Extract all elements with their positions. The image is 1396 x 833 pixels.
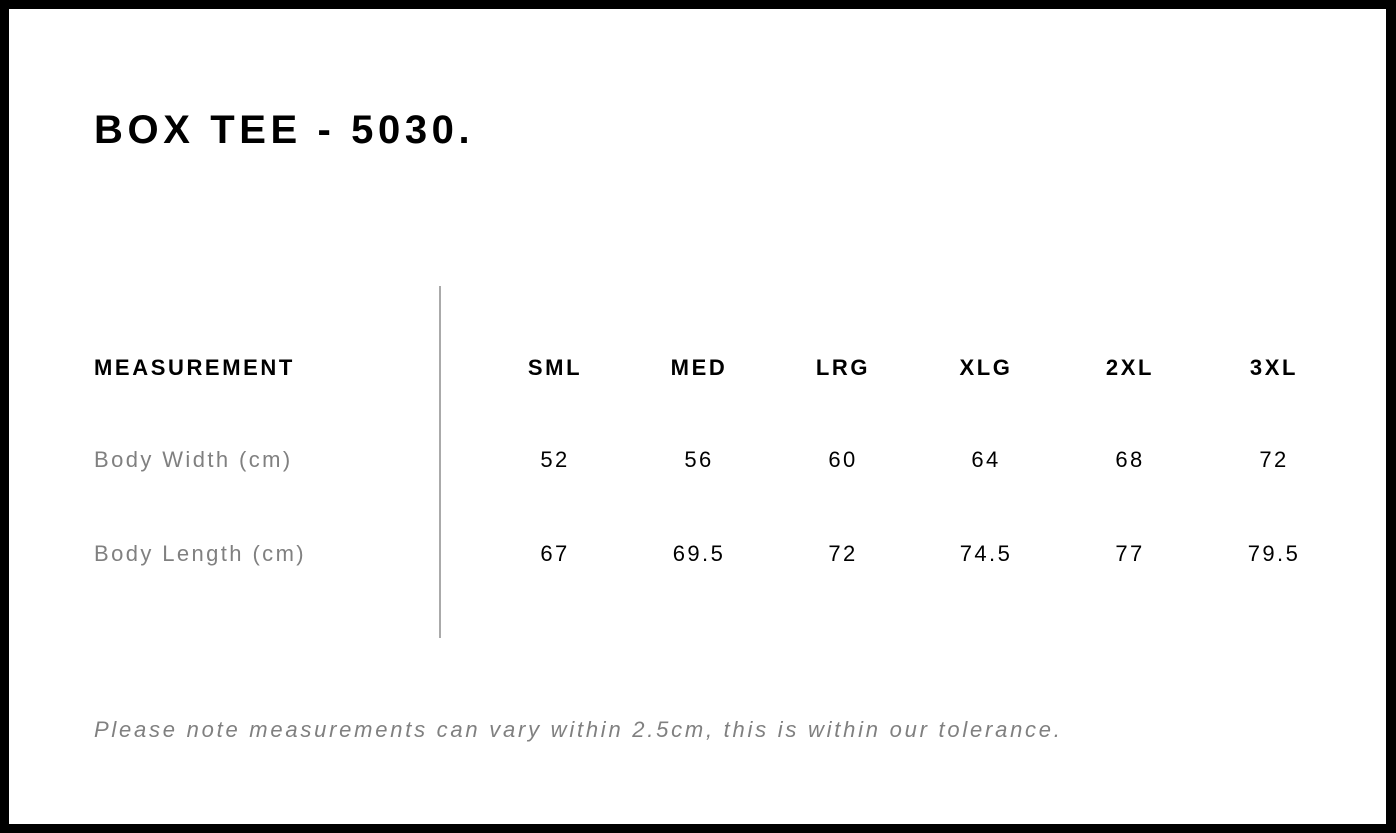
page-title: BOX TEE - 5030. xyxy=(94,108,475,152)
row-label-body-width: Body Width (cm) xyxy=(94,447,293,472)
table-cell: 79.5 xyxy=(1247,541,1301,566)
size-chart-card: BOX TEE - 5030. MEASUREMENT SML MED LRG XLG… xyxy=(9,9,1386,824)
table-cell: 56 xyxy=(684,447,714,472)
table-cell: 69.5 xyxy=(672,541,726,566)
size-header-3xl: 3XL xyxy=(1249,355,1299,380)
tolerance-note: Please note measurements can vary within… xyxy=(94,717,1063,742)
table-cell: 68 xyxy=(1115,447,1145,472)
table-cell: 72 xyxy=(1259,447,1289,472)
table-cell: 60 xyxy=(828,447,858,472)
table-cell: 67 xyxy=(540,541,570,566)
column-divider xyxy=(439,286,441,638)
table-cell: 72 xyxy=(828,541,858,566)
measurement-header: MEASUREMENT xyxy=(94,355,295,380)
size-header-xlg: XLG xyxy=(959,355,1013,380)
size-header-med: MED xyxy=(670,355,728,380)
table-cell: 74.5 xyxy=(959,541,1013,566)
table-cell: 52 xyxy=(540,447,570,472)
size-header-lrg: LRG xyxy=(815,355,871,380)
size-header-sml: SML xyxy=(527,355,583,380)
table-cell: 64 xyxy=(971,447,1001,472)
table-cell: 77 xyxy=(1115,541,1145,566)
size-header-2xl: 2XL xyxy=(1105,355,1155,380)
row-label-body-length: Body Length (cm) xyxy=(94,541,307,566)
